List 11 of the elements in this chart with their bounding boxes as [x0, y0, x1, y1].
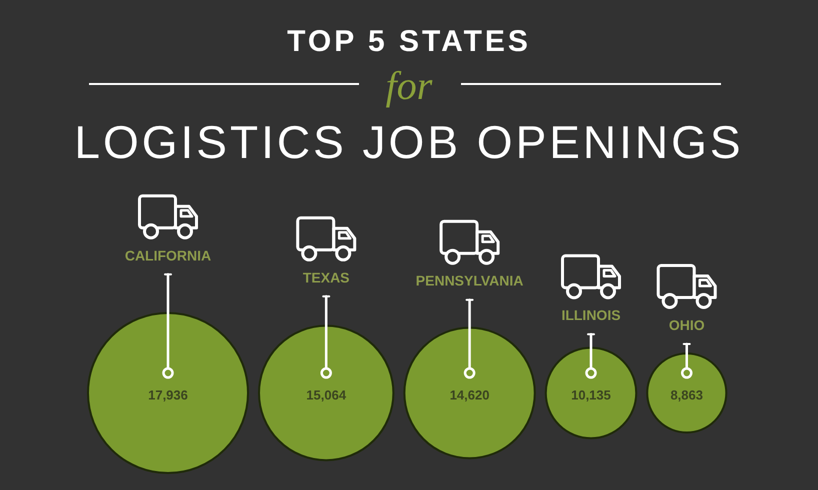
data-label: 10,135 — [571, 388, 611, 403]
category-label: PENNSYLVANIA — [416, 272, 524, 289]
category-label: CALIFORNIA — [124, 247, 212, 264]
data-label: 17,936 — [148, 388, 188, 403]
data-label: 8,863 — [670, 388, 704, 403]
data-label: 14,620 — [450, 388, 490, 403]
category-label: OHIO — [668, 316, 705, 333]
category-label: TEXAS — [302, 269, 350, 286]
category-label: ILLINOIS — [561, 307, 621, 324]
text: TOP 5 STATES for LOGISTICS JOB OPENINGS — [74, 25, 744, 168]
data-label: 15,064 — [306, 388, 347, 403]
